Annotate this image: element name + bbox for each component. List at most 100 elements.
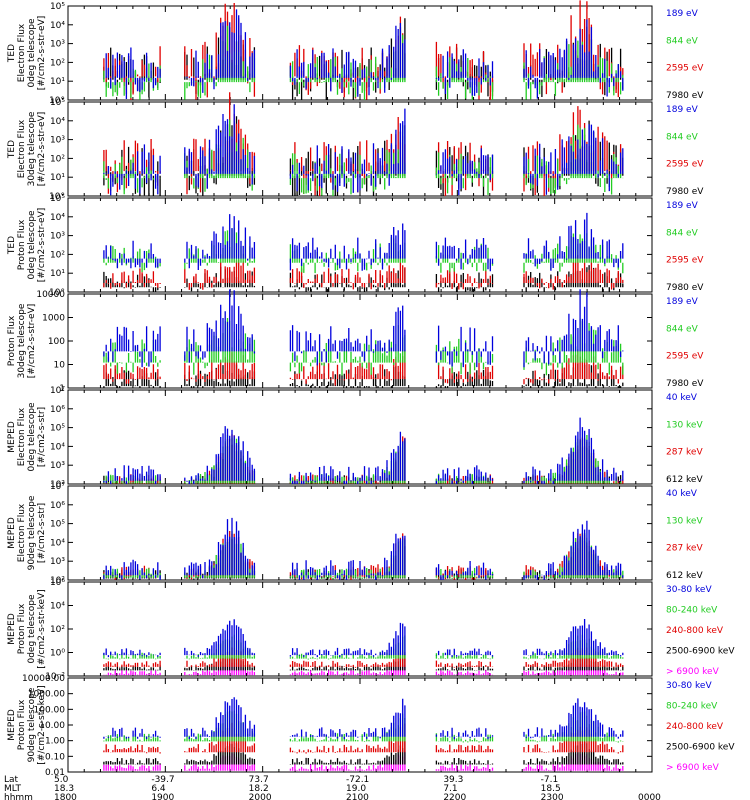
y-tick-label: 10° <box>49 288 65 298</box>
y-tick-label: 1000 <box>42 314 65 324</box>
y-axis-label-line: TED <box>7 140 17 159</box>
x-row-label: MLT <box>4 784 22 794</box>
y-tick-label: 10⁵ <box>50 98 65 108</box>
y-tick-label: 0.10 <box>45 752 65 762</box>
x-tick-label: -72.1 <box>346 775 369 785</box>
y-axis-label-line: MEPED <box>7 613 17 645</box>
x-tick-label: 2000 <box>249 793 272 800</box>
y-tick-label: 10⁶ <box>50 501 65 511</box>
x-tick-label: 5.0 <box>54 775 69 785</box>
y-tick-label: 10⁵ <box>50 2 65 12</box>
legend-entry: 7980 eV <box>666 283 704 293</box>
x-tick-label: -39.7 <box>151 775 174 785</box>
y-tick-label: 10³ <box>50 40 65 50</box>
legend-entry: 2500-6900 keV <box>666 647 735 657</box>
y-tick-label: 10.00 <box>39 721 65 731</box>
y-axis-label: MEPEDElectron Flux0deg telescope[#/cm2-s… <box>7 402 47 472</box>
y-tick-label: 1 <box>59 384 65 394</box>
x-tick-label: 18.2 <box>249 784 269 794</box>
y-axis-label-line: TED <box>7 44 17 63</box>
y-axis-label-line: 90deg telescope <box>27 687 37 762</box>
y-tick-label: 10³ <box>50 557 65 567</box>
y-axis-label: MEPEDProton Flux90deg telescope[#/cm2-s-… <box>7 685 47 764</box>
panel-8: 0.010.101.0010.00100.001000.0010000.00ME… <box>7 674 735 778</box>
panel-4: 1 10 100 1000 10000 Proton Flux30deg telescop… <box>7 289 704 394</box>
y-axis-label-line: [#/cm2-s-str-eV] <box>37 208 47 283</box>
legend-entry: 189 eV <box>666 297 699 307</box>
legend-entry: 2595 eV <box>666 160 704 170</box>
x-row-label: Lat <box>4 775 19 785</box>
y-tick-label: 10¹ <box>50 77 65 87</box>
y-tick-label: 10³ <box>50 232 65 242</box>
x-row-label: hhmm <box>4 793 33 800</box>
y-tick-label: 10⁷ <box>50 386 65 396</box>
x-tick-label: 1900 <box>151 793 174 800</box>
y-tick-label: 10⁶ <box>50 405 65 415</box>
x-tick-label: 73.7 <box>249 775 269 785</box>
legend-entry: 2595 eV <box>666 352 704 362</box>
legend-entry: 189 eV <box>666 105 699 115</box>
y-axis-label-line: Electron Flux <box>17 119 27 178</box>
y-tick-label: 1.00 <box>45 737 65 747</box>
y-tick-label: 10² <box>50 576 65 586</box>
legend-entry: 80-240 keV <box>666 606 718 616</box>
series-trace <box>103 9 624 99</box>
y-axis-label-line: 0deg telescope <box>27 402 37 472</box>
panel-frame <box>67 389 653 485</box>
legend-entry: 7980 eV <box>666 379 704 389</box>
y-tick-label: 10⁴ <box>50 213 65 223</box>
x-tick-label: 18.3 <box>54 784 74 794</box>
y-tick-label: 10² <box>50 154 65 164</box>
panel-frame <box>67 677 653 773</box>
y-tick-label: 10⁶ <box>50 578 65 588</box>
legend-entry: > 6900 keV <box>666 667 720 677</box>
x-tick-label: -7.1 <box>541 775 559 785</box>
y-axis-label-line: [#/cm2-s-str-eV] <box>37 16 47 91</box>
legend-entry: 2595 eV <box>666 256 704 266</box>
y-tick-label: 10⁴ <box>50 602 65 612</box>
y-tick-label: 10⁴ <box>50 117 65 127</box>
y-tick-label: 10² <box>50 625 65 635</box>
legend-entry: 240-800 keV <box>666 626 724 636</box>
y-tick-label: 10000.00 <box>22 674 65 684</box>
legend-entry: 130 keV <box>666 420 703 430</box>
y-axis-label-line: [#/cm2-s-str-eV] <box>27 304 37 379</box>
y-axis-label-line: Electron Flux <box>17 407 27 466</box>
legend-entry: > 6900 keV <box>666 763 720 773</box>
y-tick-label: 10² <box>50 480 65 490</box>
legend-entry: 2500-6900 keV <box>666 743 735 753</box>
y-tick-label: 10⁴ <box>50 21 65 31</box>
legend-entry: 189 eV <box>666 9 699 19</box>
series-trace <box>103 289 624 368</box>
y-axis-label-line: 30deg telescope <box>27 111 37 186</box>
y-tick-label: 10² <box>50 58 65 68</box>
panel-frame <box>67 197 653 293</box>
y-axis-label: Proton Flux30deg telescope[#/cm2-s-str-e… <box>7 303 37 378</box>
x-tick-label: 19.0 <box>346 784 366 794</box>
y-tick-label: 10000 <box>36 290 65 300</box>
y-tick-label: 10⁵ <box>50 520 65 530</box>
y-axis-label-line: MEPED <box>7 421 17 453</box>
legend-entry: 7980 eV <box>666 91 704 101</box>
series-trace <box>103 741 624 765</box>
legend-entry: 612 keV <box>666 475 703 485</box>
legend-entry: 189 eV <box>666 201 699 211</box>
x-tick-label: 18.5 <box>541 784 561 794</box>
y-axis-label-line: [#/cm2-s-str-keV] <box>37 685 47 764</box>
y-tick-label: 10 <box>54 361 66 371</box>
y-axis-label-line: MEPED <box>7 709 17 741</box>
x-tick-label: 1800 <box>54 793 77 800</box>
y-axis-label-line: 0deg telescope <box>27 210 37 280</box>
y-tick-label: 0.01 <box>45 768 65 778</box>
series-trace <box>103 697 624 740</box>
y-axis-label-line: Proton Flux <box>17 699 27 750</box>
y-axis-label-line: MEPED <box>7 517 17 549</box>
legend-entry: 844 eV <box>666 36 699 46</box>
series-trace <box>103 349 624 386</box>
y-tick-label: 100 <box>48 337 65 347</box>
y-tick-label: 10⁵ <box>50 194 65 204</box>
legend-entry: 844 eV <box>666 228 699 238</box>
